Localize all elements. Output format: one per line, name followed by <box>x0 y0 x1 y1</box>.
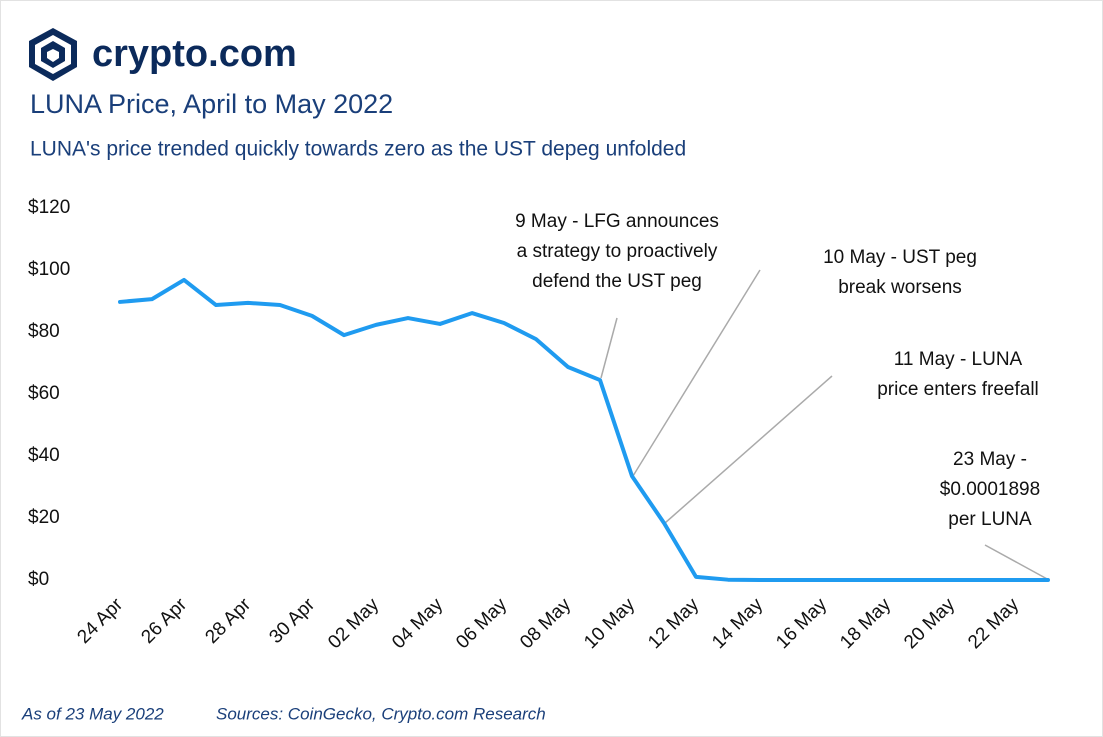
annotation: price enters freefall <box>877 379 1039 400</box>
annotation: a strategy to proactively <box>517 241 718 262</box>
price-line <box>118 277 1050 582</box>
y-tick-label: $80 <box>28 321 60 342</box>
chart-subtitle: LUNA's price trended quickly towards zer… <box>30 138 686 161</box>
footnote: As of 23 May 2022 <box>21 704 164 723</box>
brand: crypto.com <box>92 33 297 75</box>
annotation: break worsens <box>838 277 962 298</box>
leader-line <box>664 375 833 524</box>
source: Sources: CoinGecko, Crypto.com Research <box>216 704 546 723</box>
y-tick-label: $120 <box>28 197 70 218</box>
leader-line <box>632 269 761 477</box>
logo-icon <box>29 28 77 81</box>
annotation: 23 May - <box>953 449 1027 470</box>
y-tick-label: $40 <box>28 445 60 466</box>
annotation: 11 May - LUNA <box>894 349 1023 370</box>
y-tick-label: $0 <box>28 569 49 590</box>
y-tick-label: $60 <box>28 383 60 404</box>
leader-line <box>600 317 618 379</box>
annotation: 9 May - LFG announces <box>515 211 719 232</box>
annotation: 10 May - UST peg <box>823 247 977 268</box>
leader-line <box>984 544 1050 581</box>
chart-title: LUNA Price, April to May 2022 <box>30 89 393 119</box>
annotation: defend the UST peg <box>532 271 702 292</box>
y-tick-label: $100 <box>28 259 70 280</box>
annotation: per LUNA <box>948 509 1032 530</box>
y-tick-label: $20 <box>28 507 60 528</box>
annotation: $0.0001898 <box>940 479 1040 500</box>
